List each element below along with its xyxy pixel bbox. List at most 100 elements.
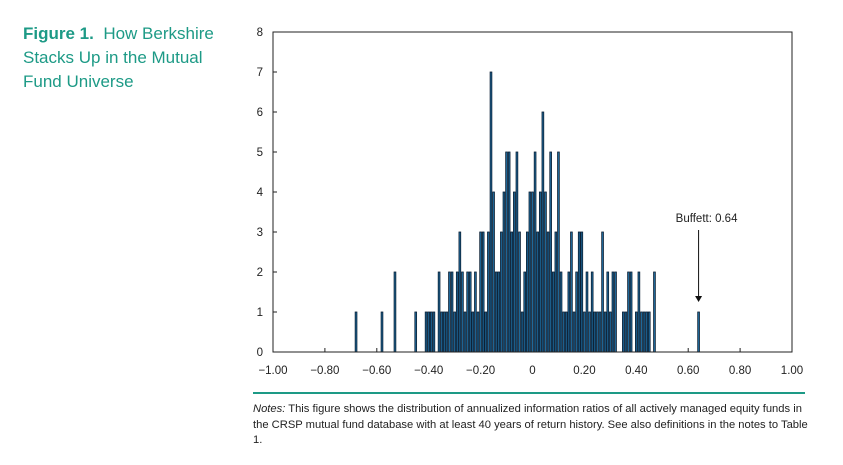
histogram-bar [424,311,428,353]
x-tick-label: −0.20 [466,365,495,377]
histogram-bar [453,311,456,353]
histogram-bar [606,271,610,353]
x-tick-label: 0.20 [573,365,595,377]
histogram-bar [653,271,656,353]
y-axis: 0 1 2 3 4 5 6 7 8 [257,27,277,359]
histogram-bar [642,311,646,353]
plot-frame [272,31,793,353]
histogram-bar [541,111,545,353]
histogram-bar [614,271,617,353]
x-tick-label: 0.60 [677,365,699,377]
histogram-bar [518,231,521,353]
histogram-bar [570,231,573,353]
histogram-bar [640,311,643,353]
histogram-bar [567,271,571,353]
histogram-bar [450,271,454,353]
histogram-bar [445,311,449,353]
y-tick-label: 4 [257,187,264,199]
histogram-bar [590,271,594,353]
histogram-bar [513,191,516,353]
histogram-bar [520,311,524,353]
y-tick-label: 8 [257,27,263,39]
histogram-bar [354,311,358,353]
x-tick-label: −0.40 [414,365,443,377]
x-tick-label: 1.00 [781,365,803,377]
histogram-bar [474,271,477,353]
histogram-bar [505,151,508,353]
histogram-bar [645,311,648,353]
histogram-bar [489,71,493,353]
histogram-bar [544,191,547,353]
histogram-bar [575,271,578,353]
histogram-bar [622,311,625,353]
figure-notes: Notes: This figure shows the distributio… [253,402,809,449]
histogram-bar [629,271,633,353]
histogram-bar [611,271,615,353]
notes-divider [253,392,805,394]
histogram-bar [507,151,511,353]
histogram-bar [647,311,651,353]
histogram-bar [484,311,488,353]
histogram-bar [414,311,418,353]
histogram-chart: 0 1 2 3 4 5 6 7 8 −1.00 −0.80 −0.60 −0.40 −0.20 0 0.20… [257,27,804,377]
y-tick-label: 5 [257,147,263,159]
histogram-bar [593,311,597,353]
histogram-bar [442,311,446,353]
histogram-bar [588,311,591,353]
x-tick-label: 0.40 [625,365,647,377]
figure-caption: Figure 1. How Berkshire Stacks Up in the… [23,22,238,94]
histogram-bar [536,231,539,353]
histogram-bar [502,191,506,353]
histogram-bar [603,311,607,353]
x-tick-label: −0.60 [362,365,391,377]
histogram-bar [528,191,532,353]
histogram-bar [533,151,537,353]
histogram-bar [637,271,641,353]
histogram-bar [466,271,469,353]
histogram-bar [562,311,565,353]
histogram-bar [580,231,584,353]
histogram-bar [627,271,630,353]
annotations: Buffett: 0.64 [676,213,738,302]
x-tick-label: 0 [529,365,535,377]
histogram-bar [526,231,529,353]
histogram-bar [437,271,441,353]
histogram-bar [494,271,498,353]
histogram-bar [429,311,433,353]
histogram-bar [624,311,628,353]
x-tick-label: 0.80 [729,365,751,377]
histogram-bar [523,271,527,353]
annotation-label: Buffett: 0.64 [676,213,738,225]
y-tick-label: 6 [257,107,263,119]
histogram-bar [461,271,464,353]
y-tick-label: 0 [257,347,263,359]
histogram-bar [487,231,490,353]
histogram-bar [481,231,485,353]
y-tick-label: 1 [257,307,263,319]
histogram-bar [559,271,563,353]
histogram-bar [515,151,519,353]
histogram-bar [583,311,586,353]
histogram-bar [500,231,503,353]
histogram-bar [554,231,558,353]
histogram-bar [546,231,550,353]
histogram-bar [476,311,480,353]
notes-text: This figure shows the distribution of an… [253,403,808,446]
histogram-bar [455,271,459,353]
histogram-bars [354,71,700,353]
histogram-bar [609,311,612,353]
histogram-bar [531,191,534,353]
x-tick-label: −0.80 [310,365,339,377]
histogram-bar [479,231,482,353]
histogram-bar [596,311,599,353]
histogram-bar [492,191,495,353]
histogram-bar [601,231,604,353]
histogram-bar [549,151,552,353]
histogram-bar [572,311,576,353]
x-tick-label: −1.00 [258,365,287,377]
figure-label: Figure 1. [23,24,94,43]
histogram-bar [585,271,589,353]
histogram-bar [635,311,638,353]
histogram-bar [458,231,462,353]
notes-label: Notes: [253,403,286,415]
